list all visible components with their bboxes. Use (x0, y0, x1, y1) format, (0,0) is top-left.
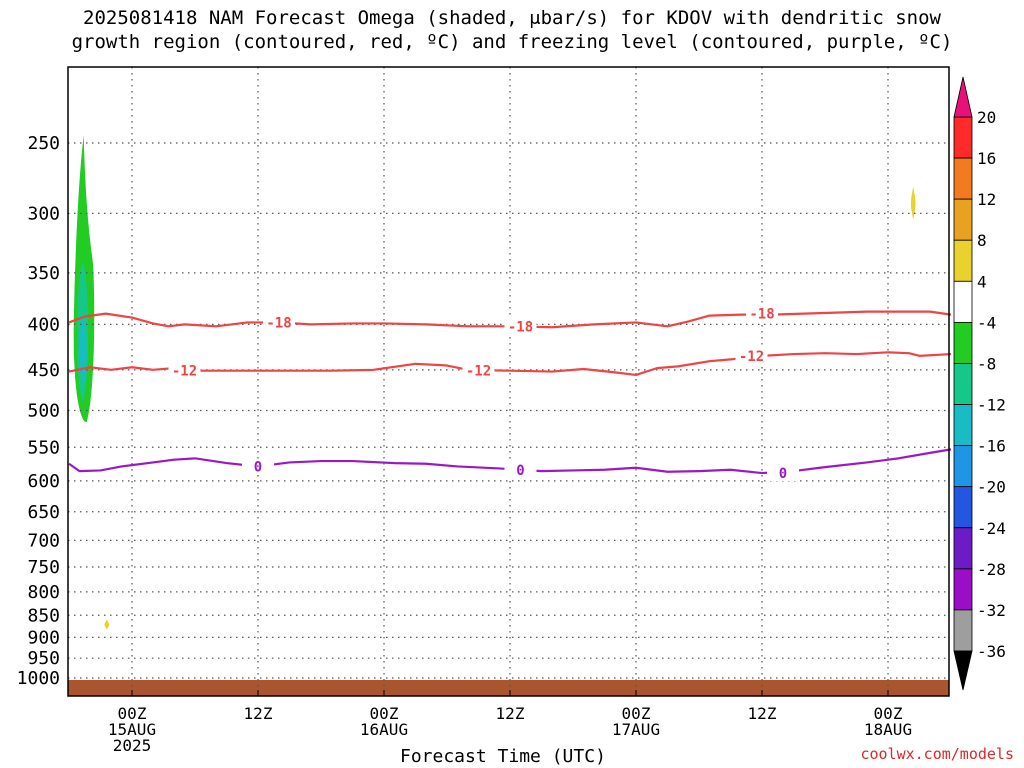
x-tick-label: 16AUG (360, 720, 408, 739)
contour-label: 0 (779, 466, 787, 482)
colorbar-segment (953, 321, 973, 364)
colorbar-label: -16 (977, 437, 1006, 456)
x-tick-label: 2025 (113, 736, 152, 755)
y-tick-label: 650 (27, 502, 60, 523)
x-tick-label: 17AUG (612, 720, 660, 739)
x-tick-label: 12Z (748, 704, 777, 723)
colorbar-label: -8 (977, 354, 996, 373)
y-tick-label: 1000 (17, 668, 60, 689)
colorbar-segment (953, 198, 973, 241)
y-tick-label: 600 (27, 471, 60, 492)
y-tick-label: 950 (27, 648, 60, 669)
colorbar-top-arrow (953, 76, 973, 118)
contour-label: -12 (739, 349, 764, 365)
colorbar-segment (953, 239, 973, 282)
colorbar: 20 16 12 8 4 -4 -8 -12 -16 -20 -24 -28 -32 -36 (953, 76, 1006, 691)
y-tick-label: 550 (27, 437, 60, 458)
colorbar-label: -28 (977, 560, 1006, 579)
axis-layer: 2503003504004505005506006507007508008509… (17, 66, 950, 755)
colorbar-bottom-arrow (953, 650, 973, 691)
contour-label-bg (767, 465, 799, 482)
contour-label: 0 (516, 463, 524, 479)
colorbar-segment (953, 568, 973, 611)
colorbar-segment (953, 363, 973, 405)
y-tick-label: 500 (27, 401, 60, 422)
site-credit: coolwx.com/models (860, 745, 1014, 763)
x-tick-label: 00Z (118, 704, 147, 723)
colorbar-segment (953, 116, 973, 159)
x-tick-label: 12Z (244, 704, 273, 723)
y-tick-label: 700 (27, 530, 60, 551)
colorbar-segment (953, 609, 973, 652)
omega-region-3 (104, 619, 110, 630)
colorbar-label: 16 (977, 149, 996, 168)
contour-label-bg (746, 305, 778, 322)
omega-region-4 (910, 186, 916, 220)
colorbar-label: -12 (977, 396, 1006, 415)
colorbar-label: 12 (977, 190, 996, 209)
contour-label: -12 (466, 364, 491, 380)
y-tick-label: 450 (27, 360, 60, 381)
colorbar-segment (953, 157, 973, 200)
colorbar-label: -4 (977, 313, 996, 332)
colorbar-label: -36 (977, 642, 1006, 661)
colorbar-label: -32 (977, 601, 1006, 620)
x-tick-label: 15AUG (108, 720, 156, 739)
contour-label: -12 (172, 364, 197, 380)
colorbar-label: -24 (977, 519, 1006, 538)
y-tick-label: 400 (27, 314, 60, 335)
colorbar-segment (953, 486, 973, 529)
title-line-2: growth region (contoured, red, ºC) and f… (71, 31, 953, 53)
colorbar-segment (953, 527, 973, 570)
contour-label-bg (735, 347, 768, 364)
contour-layer: -18 -18 -18 -12 -12 -12 0 0 0 (68, 305, 952, 482)
chart-title: 2025081418 NAM Forecast Omega (shaded, μ… (0, 6, 1024, 54)
x-tick-label: 00Z (370, 704, 399, 723)
x-axis-label: Forecast Time (UTC) (400, 746, 606, 767)
contour-label-bg (263, 314, 295, 331)
contour-label: 0 (254, 459, 262, 475)
contour-label: -18 (508, 319, 533, 335)
contour-label-bg (462, 362, 495, 379)
contour-label: -18 (749, 307, 774, 323)
ground-strip (68, 679, 949, 696)
plot-frame (67, 66, 950, 697)
x-tick-label: 00Z (622, 704, 651, 723)
y-tick-label: 850 (27, 605, 60, 626)
x-tick-label: 18AUG (864, 720, 912, 739)
contour-label-bg (504, 461, 537, 478)
colorbar-segment (953, 404, 973, 447)
y-tick-label: 800 (27, 582, 60, 603)
colorbar-segment (953, 445, 973, 488)
contour-line-0 (68, 310, 952, 329)
colorbar-label: -20 (977, 478, 1006, 497)
contour-label-bg (504, 318, 537, 335)
contour-label-bg (242, 458, 274, 475)
y-tick-label: 250 (27, 133, 60, 154)
y-tick-label: 300 (27, 203, 60, 224)
y-tick-label: 350 (27, 263, 60, 284)
omega-shading-layer (68, 135, 949, 696)
y-tick-label: 750 (27, 557, 60, 578)
y-tick-label: 900 (27, 627, 60, 648)
colorbar-segment (953, 280, 973, 323)
grid-layer (68, 67, 949, 696)
contour-label-bg (168, 362, 201, 379)
contour-label: -18 (266, 315, 291, 331)
colorbar-label: 8 (977, 231, 987, 250)
x-tick-label: 12Z (496, 704, 525, 723)
title-line-1: 2025081418 NAM Forecast Omega (shaded, μ… (83, 7, 941, 29)
colorbar-label: 4 (977, 272, 987, 291)
colorbar-label: 20 (977, 108, 996, 127)
x-tick-label: 00Z (874, 704, 903, 723)
